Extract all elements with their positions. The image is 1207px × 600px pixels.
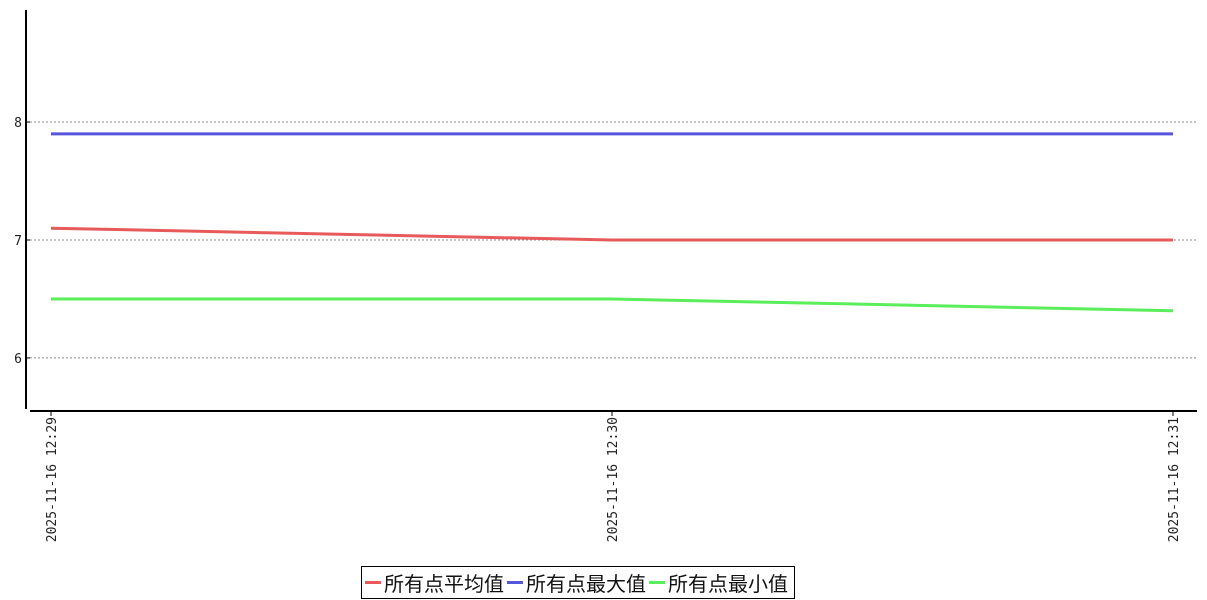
legend-item-avg[interactable]: 所有点平均值 [365, 568, 504, 597]
y-tick-label: 7 [14, 234, 22, 249]
legend-label: 所有点平均值 [384, 572, 504, 596]
x-tick-label: 2025-11-16 12:29 [45, 417, 60, 542]
legend: 所有点平均值 所有点最大值 所有点最小值 [361, 566, 795, 599]
legend-label: 所有点最小值 [668, 572, 788, 596]
legend-swatch [649, 581, 665, 584]
series-line [50, 226, 1173, 242]
legend-swatch [365, 581, 381, 584]
legend-item-max[interactable]: 所有点最大值 [507, 568, 646, 597]
x-tick-label: 2025-11-16 12:30 [606, 417, 621, 542]
y-tick-label: 8 [14, 116, 22, 131]
y-tick-label: 6 [14, 352, 22, 367]
legend-label: 所有点最大值 [526, 572, 646, 596]
legend-swatch [507, 581, 523, 584]
series-line [51, 297, 1174, 313]
legend-item-min[interactable]: 所有点最小值 [649, 568, 788, 597]
x-tick-label: 2025-11-16 12:31 [1167, 417, 1182, 542]
